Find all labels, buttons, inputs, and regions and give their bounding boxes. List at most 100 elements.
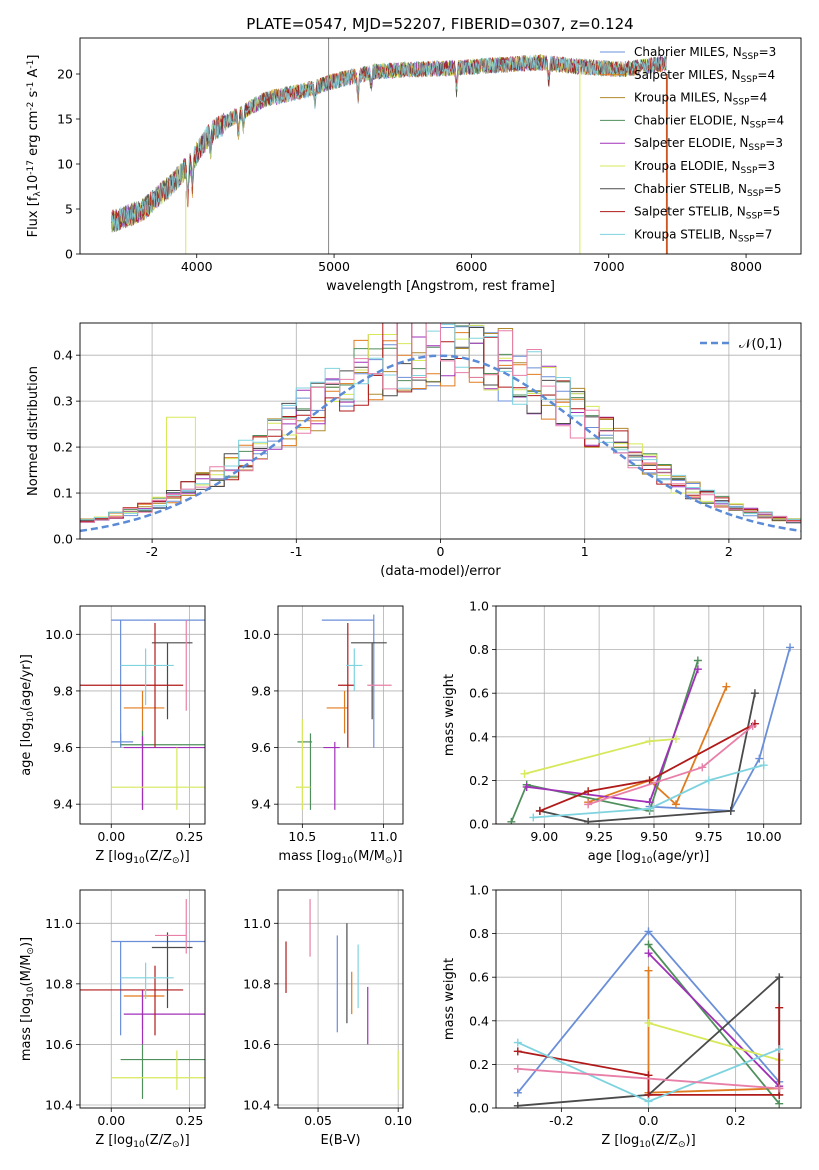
age_vs_mass-ytick-label: 9.6 [251, 740, 271, 755]
weight_vs_Z-marker [513, 1064, 522, 1073]
weight_vs_Z-marker [644, 949, 653, 958]
mass_vs_Z-point-7 [120, 962, 174, 999]
weight_vs_age-frame [495, 605, 802, 825]
residuals-xtick-label: 2 [725, 544, 733, 559]
weight_vs_Z-xlabel: Z [log10(Z/Z⊙)] [601, 1133, 695, 1150]
mass_vs_EBV-xtick-label: 0.10 [384, 1113, 412, 1128]
age_vs_mass-ytick-label: 9.8 [251, 683, 271, 698]
age_vs_mass-panel: 10.5 11.0 9.4 9.6 9.8 10.0 mass [log10(M/M⊙)] [243, 605, 404, 866]
weight_vs_Z-series-4 [648, 1022, 780, 1061]
residuals-xtick-label: 0 [437, 544, 445, 559]
weight_vs_Z-marker [775, 1099, 784, 1108]
age_vs_mass-xlabel: mass [log10(M/M⊙)] [278, 849, 402, 866]
age_vs_Z-point-8 [120, 648, 174, 706]
weight_vs_age-series-0 [649, 647, 791, 812]
age_vs_Z-frame [79, 605, 206, 825]
weight_vs_age-marker [693, 656, 702, 665]
weight_vs_age-marker [750, 689, 759, 698]
weight_vs_Z-marker [775, 973, 784, 982]
weight_vs_age-marker [726, 806, 735, 815]
residuals-panel: -2 -1 0 1 2 0.0 0.1 0.2 0.3 0.4 (data-model)/error… [26, 322, 802, 579]
gaussian-legend-label: 𝒩(0,1) [739, 337, 782, 352]
age_vs_mass-point-5 [351, 642, 387, 720]
age_vs_Z-point-1 [111, 733, 134, 748]
weight_vs_age-marker [520, 769, 529, 778]
mass_vs_Z-xtick-label: 0.25 [175, 1113, 203, 1128]
mass_vs_Z-point-4 [111, 1050, 205, 1090]
age_vs_Z-point-2 [123, 690, 165, 748]
age_vs_Z-xlabel: Z [log10(Z/Z⊙)] [95, 849, 189, 866]
spectrum-ylabel: Flux [fλ10-17 erg cm-2 s-1 A-1] [26, 55, 43, 238]
weight_vs_age-panel: 9.00 9.25 9.50 9.75 10.00 0.0 0.2 0.4 0.6 0.8 1.0 a… [442, 599, 802, 866]
weight_vs_Z-marker [775, 1045, 784, 1054]
weight_vs_age-series-2 [510, 660, 699, 823]
spectrum-line-8 [111, 55, 667, 231]
mass_vs_EBV-ytick-label: 11.0 [243, 916, 271, 931]
weight_vs_age-ytick-label: 0.4 [469, 729, 489, 744]
residuals-plot-area [80, 323, 801, 533]
age_vs_mass-xtick-label: 11.0 [370, 829, 398, 844]
gaussian-curve [80, 354, 801, 533]
mass_vs_Z-ylabel: mass [log10(M/M⊙)] [19, 937, 36, 1061]
age_vs_Z-panel: 0.00 0.25 9.4 9.6 9.8 10.0 Z [log10(Z/Z⊙)] age … [19, 605, 206, 866]
mass_vs_Z-xlabel: Z [log10(Z/Z⊙)] [95, 1133, 189, 1150]
mass_vs_EBV-ytick-label: 10.8 [243, 976, 271, 991]
weight_vs_Z-series-8 [517, 1067, 780, 1090]
mass_vs_Z-point-1 [123, 989, 165, 1030]
age_vs_Z-ytick-label: 9.4 [53, 797, 73, 812]
spectrum-line-0 [111, 56, 667, 229]
weight_vs_Z-marker [644, 1018, 653, 1027]
age_vs_mass-xtick-label: 10.5 [288, 829, 316, 844]
weight_vs_age-ytick-label: 0.0 [469, 817, 489, 832]
mass_vs_EBV-axes: 0.05 0.10 10.4 10.6 10.8 11.0 E(B-V) [243, 889, 412, 1148]
histogram-series-6 [80, 327, 801, 524]
residuals-xtick-label: 1 [581, 544, 589, 559]
residuals-ytick-label: 0.2 [53, 440, 73, 455]
weight_vs_Z-ytick-label: 0.0 [469, 1101, 489, 1116]
spectrum-panel: 4000 5000 6000 7000 8000 0 5 10 15 20 wavelength [… [26, 37, 802, 294]
legend-label-7: Salpeter STELIB, NSSP=5 [634, 205, 780, 222]
weight_vs_Z-xtick-label: -0.2 [549, 1113, 573, 1128]
age_vs_Z-ylabel: age [log10(age/yr)] [19, 654, 36, 776]
weight_vs_age-marker [755, 754, 764, 763]
weight_vs_Z-ytick-label: 0.4 [469, 1013, 489, 1028]
weight_vs_age-ytick-label: 0.8 [469, 642, 489, 657]
weight_vs_age-marker [704, 776, 713, 785]
weight_vs_Z-series-2 [647, 943, 780, 1105]
mass_vs_EBV-panel: 0.05 0.10 10.4 10.6 10.8 11.0 E(B-V) [243, 889, 412, 1148]
weight_vs_age-ylabel: mass weight [442, 674, 457, 756]
mass_vs_EBV-plot-area [285, 899, 399, 1090]
weight_vs_age-xtick-label: 9.50 [640, 829, 668, 844]
spectrum-xlabel: wavelength [Angstrom, rest frame] [326, 279, 555, 294]
weight_vs_Z-marker [644, 966, 653, 975]
residuals-axes: -2 -1 0 1 2 0.0 0.1 0.2 0.3 0.4 (data-model)/error… [26, 322, 802, 579]
weight_vs_Z-marker [513, 1101, 522, 1108]
legend-label-0: Chabrier MILES, NSSP=3 [634, 45, 776, 62]
legend-label-2: Kroupa MILES, NSSP=4 [634, 91, 767, 108]
weight_vs_age-xtick-label: 10.00 [746, 829, 782, 844]
legend-label-4: Salpeter ELODIE, NSSP=3 [634, 136, 783, 153]
age_vs_mass-point-3 [323, 741, 340, 810]
spectrum-ytick-label: 20 [57, 67, 73, 82]
age_vs_Z-ytick-label: 9.6 [53, 740, 73, 755]
spectrum-line-3 [111, 55, 667, 233]
spectrum-line-5 [111, 54, 667, 231]
weight_vs_Z-marker [775, 1003, 784, 1012]
weight_vs_age-marker [522, 782, 531, 791]
spectrum-xtick-label: 5000 [318, 259, 350, 274]
age_vs_Z-ytick-label: 10.0 [45, 627, 73, 642]
spectrum-plot-area [111, 38, 668, 254]
weight_vs_age-series-3 [526, 668, 699, 804]
mass_vs_EBV-xlabel: E(B-V) [320, 1133, 360, 1148]
residuals-xlabel: (data-model)/error [380, 564, 501, 579]
mass_vs_EBV-ytick-label: 10.6 [243, 1037, 271, 1052]
weight_vs_Z-marker [644, 927, 653, 936]
weight_vs_age-marker [584, 787, 593, 796]
mass_vs_Z-point-2 [120, 1044, 205, 1099]
spectrum-ytick-label: 10 [57, 157, 73, 172]
spectrum-xtick-label: 8000 [730, 259, 762, 274]
age_vs_mass-point-7 [346, 648, 363, 691]
spectrum-ytick-label: 5 [65, 202, 73, 217]
spectrum-line-2 [111, 54, 667, 233]
weight_vs_age-marker [584, 800, 593, 809]
